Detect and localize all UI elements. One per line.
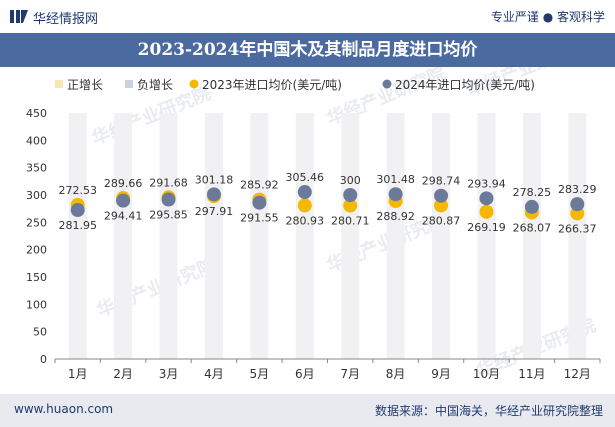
data-label-2023-1: 281.95	[58, 219, 97, 232]
point-2024-3	[161, 192, 176, 207]
point-2024-12	[570, 197, 585, 212]
data-label-2023-7: 280.71	[331, 215, 370, 228]
watermark-text: 华经产业研究院	[89, 82, 214, 150]
data-label-2024-2: 289.66	[104, 177, 143, 190]
point-2024-10	[479, 191, 494, 206]
y-tick-label: 250	[26, 216, 47, 229]
data-label-2024-4: 301.18	[195, 173, 234, 186]
data-label-2024-6: 305.46	[286, 171, 325, 184]
legend-label-1: 正增长	[67, 78, 103, 92]
brand-logo-icon	[10, 10, 28, 23]
data-label-2024-11: 278.25	[513, 186, 552, 199]
point-2024-2	[116, 193, 131, 208]
y-tick-label: 400	[26, 134, 47, 147]
column-bg-3	[159, 113, 178, 359]
x-tick-label-7: 7月	[340, 367, 360, 381]
column-bg-12	[568, 113, 587, 359]
point-2024-6	[297, 185, 312, 200]
point-2024-8	[388, 187, 403, 202]
title-bar: 2023-2024年中国木及其制品月度进口均价	[0, 33, 615, 67]
chart-title: 2023-2024年中国木及其制品月度进口均价	[137, 40, 478, 60]
tagline: 专业严谨 ● 客观科学	[490, 10, 605, 24]
data-label-2024-10: 293.94	[467, 177, 506, 190]
data-label-2023-10: 269.19	[467, 221, 506, 234]
column-bg-9	[432, 113, 451, 359]
legend-label-3: 2023年进口均价(美元/吨)	[202, 78, 342, 92]
top-bar: 华经情报网 专业严谨 ● 客观科学	[0, 0, 615, 33]
footer-url[interactable]: www.huaon.com	[14, 402, 114, 416]
x-tick-label-8: 8月	[386, 367, 406, 381]
brand-name: 华经情报网	[33, 12, 99, 27]
y-tick-label: 50	[33, 326, 47, 339]
footer: www.huaon.com 数据来源：中国海关，华经产业研究院整理	[0, 394, 615, 427]
data-label-2023-12: 266.37	[558, 222, 597, 235]
data-label-2023-9: 280.87	[422, 214, 461, 227]
data-label-2023-5: 291.55	[240, 212, 279, 225]
y-tick-label: 450	[26, 107, 47, 120]
data-label-2023-2: 294.41	[104, 210, 143, 223]
point-2023-7	[343, 198, 358, 213]
column-bg-2	[114, 113, 133, 359]
data-label-2023-11: 268.07	[513, 221, 552, 234]
point-2024-1	[70, 203, 85, 218]
y-tick-label: 350	[26, 162, 47, 175]
x-tick-label-3: 3月	[159, 367, 179, 381]
legend-marker-1	[55, 80, 63, 88]
column-bg-8	[386, 113, 405, 359]
point-2023-6	[297, 198, 312, 213]
column-bg-5	[250, 113, 269, 359]
data-label-2024-8: 301.48	[376, 173, 415, 186]
data-label-2024-9: 298.74	[422, 175, 461, 188]
data-label-2023-3: 295.85	[149, 209, 188, 222]
data-label-2023-4: 297.91	[195, 205, 234, 218]
x-tick-label-1: 1月	[68, 367, 88, 381]
x-tick-label-2: 2月	[113, 367, 133, 381]
column-bg-6	[295, 113, 314, 359]
point-2023-10	[479, 204, 494, 219]
x-tick-label-4: 4月	[204, 367, 224, 381]
y-tick-label: 0	[40, 353, 47, 366]
data-label-2023-6: 280.93	[286, 214, 325, 227]
point-2024-4	[206, 187, 221, 202]
data-label-2024-5: 285.92	[240, 179, 279, 192]
chart: 华经产业研究院华经产业研究院华经产业研究院华经产业研究院华经产业研究院华经产业研…	[26, 67, 601, 382]
x-tick-label-12: 12月	[564, 367, 591, 381]
point-2024-7	[343, 188, 358, 202]
data-label-2024-3: 291.68	[149, 176, 188, 189]
x-tick-label-6: 6月	[295, 367, 315, 381]
legend-marker-3	[189, 79, 199, 89]
legend-label-2: 负增长	[137, 78, 173, 92]
legend-marker-2	[125, 80, 133, 88]
x-tick-label-11: 11月	[518, 367, 545, 381]
footer-source: 数据来源：中国海关，华经产业研究院整理	[374, 404, 603, 418]
column-bg-10	[477, 113, 496, 359]
point-2024-11	[524, 199, 539, 214]
point-2023-9	[434, 198, 449, 213]
x-tick-label-9: 9月	[431, 367, 451, 381]
watermark-text: 华经产业研究院	[94, 254, 219, 322]
y-tick-label: 200	[26, 244, 47, 257]
legend-marker-4	[382, 79, 392, 89]
y-tick-label: 100	[26, 298, 47, 311]
data-label-2024-1: 272.53	[58, 184, 97, 197]
point-2024-9	[434, 188, 449, 203]
column-bg-4	[204, 113, 223, 359]
y-tick-label: 150	[26, 271, 47, 284]
column-bg-1	[68, 113, 87, 359]
column-bg-11	[522, 113, 541, 359]
y-tick-label: 300	[26, 189, 47, 202]
data-label-2023-8: 288.92	[376, 210, 415, 223]
data-label-2024-7: 300	[340, 174, 361, 187]
x-tick-label-10: 10月	[473, 367, 500, 381]
column-bg-7	[341, 113, 360, 359]
point-2024-5	[252, 195, 267, 210]
legend-label-4: 2024年进口均价(美元/吨)	[395, 78, 535, 92]
data-label-2024-12: 283.29	[558, 183, 597, 196]
x-tick-label-5: 5月	[250, 367, 270, 381]
